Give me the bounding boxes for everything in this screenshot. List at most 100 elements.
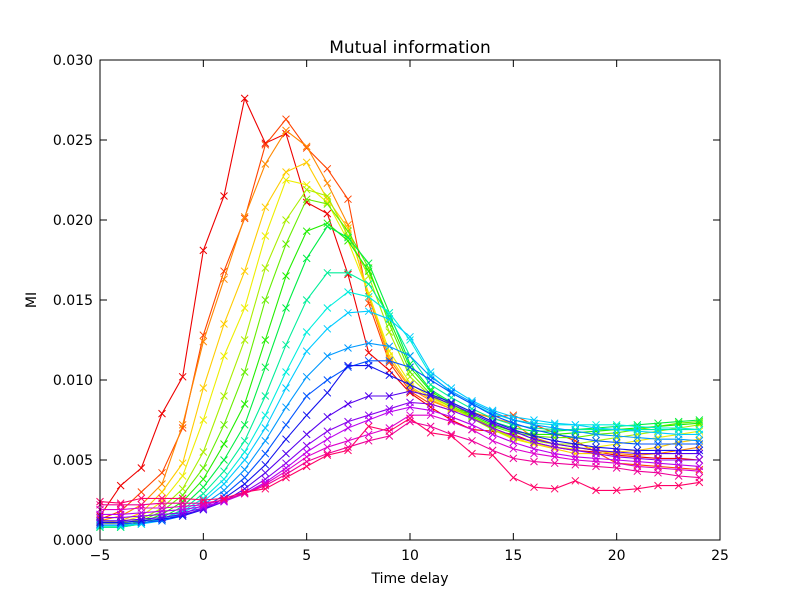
x-tick-label: 5 <box>302 548 311 564</box>
data-point <box>406 363 414 372</box>
data-point <box>592 424 600 432</box>
data-point <box>674 449 683 458</box>
data-point <box>116 499 125 508</box>
data-point <box>302 254 311 263</box>
data-point <box>282 473 290 482</box>
data-point <box>178 491 187 500</box>
data-point <box>158 507 166 516</box>
x-tick-label: 15 <box>504 548 522 564</box>
data-point <box>364 292 373 301</box>
data-point <box>323 222 332 231</box>
data-point <box>695 443 704 452</box>
data-point <box>282 304 290 312</box>
data-point <box>344 268 352 277</box>
data-point <box>158 488 166 496</box>
series-21 <box>96 414 704 508</box>
data-point <box>240 436 249 445</box>
data-point <box>385 427 394 436</box>
data-point <box>302 328 311 336</box>
data-point <box>261 363 270 372</box>
data-point <box>426 422 435 431</box>
data-point <box>282 449 290 458</box>
data-point <box>633 454 642 463</box>
data-point <box>592 436 600 445</box>
data-point <box>550 424 559 432</box>
data-point <box>695 427 704 436</box>
data-point <box>695 436 704 445</box>
data-point <box>261 460 270 469</box>
data-point <box>530 483 538 492</box>
data-point <box>654 468 662 477</box>
data-point <box>633 433 642 442</box>
data-point <box>344 424 352 432</box>
data-point <box>654 481 662 490</box>
data-point <box>116 481 125 490</box>
data-point <box>302 296 311 304</box>
data-point <box>674 417 683 426</box>
data-point <box>323 435 332 444</box>
data-point <box>199 475 208 484</box>
data-point <box>261 232 270 240</box>
data-point <box>323 412 332 421</box>
data-point <box>178 502 187 511</box>
data-point <box>261 140 270 149</box>
data-point <box>488 436 497 445</box>
data-point <box>571 476 580 485</box>
data-point <box>240 368 249 376</box>
chart-title: Mutual information <box>329 38 491 58</box>
data-point <box>282 240 290 248</box>
data-point <box>344 288 352 296</box>
x-tick-label: 10 <box>401 548 419 564</box>
series-line <box>99 96 700 517</box>
data-point <box>240 420 249 429</box>
data-point <box>261 336 270 344</box>
series-20 <box>96 417 704 509</box>
data-point <box>261 411 270 420</box>
data-point <box>447 406 456 415</box>
data-point <box>447 400 456 408</box>
data-point <box>550 459 559 468</box>
data-point <box>550 443 559 452</box>
data-point <box>240 267 249 276</box>
data-point <box>612 444 621 453</box>
data-point <box>302 195 311 204</box>
data-point <box>302 227 311 236</box>
data-point <box>633 427 642 436</box>
data-point <box>240 94 249 103</box>
data-point <box>633 446 642 455</box>
data-point <box>571 460 580 469</box>
data-point <box>695 419 704 428</box>
data-point <box>282 384 290 392</box>
data-point <box>344 446 352 455</box>
data-point <box>406 336 414 344</box>
series-line <box>99 179 700 525</box>
data-point <box>406 332 414 341</box>
data-point <box>447 430 456 439</box>
data-point <box>468 414 476 423</box>
y-tick-label: 0.025 <box>53 133 93 149</box>
data-point <box>509 444 518 453</box>
data-point <box>158 494 166 503</box>
data-point <box>654 422 662 431</box>
data-point <box>364 422 373 431</box>
data-point <box>426 392 435 400</box>
data-point <box>488 430 497 439</box>
data-point <box>282 368 290 376</box>
data-point <box>612 432 621 440</box>
data-point <box>323 179 332 188</box>
data-point <box>302 392 311 400</box>
data-point <box>344 361 352 370</box>
data-point <box>674 424 683 432</box>
data-point <box>674 438 683 447</box>
series-line <box>100 188 700 525</box>
data-point <box>220 440 228 448</box>
data-point <box>468 449 476 458</box>
data-point <box>302 142 311 151</box>
data-point <box>550 484 559 493</box>
data-point <box>302 430 311 439</box>
data-point <box>116 513 125 522</box>
data-point <box>302 185 311 194</box>
data-point <box>282 129 290 138</box>
data-point <box>468 425 476 434</box>
data-point <box>282 216 290 224</box>
